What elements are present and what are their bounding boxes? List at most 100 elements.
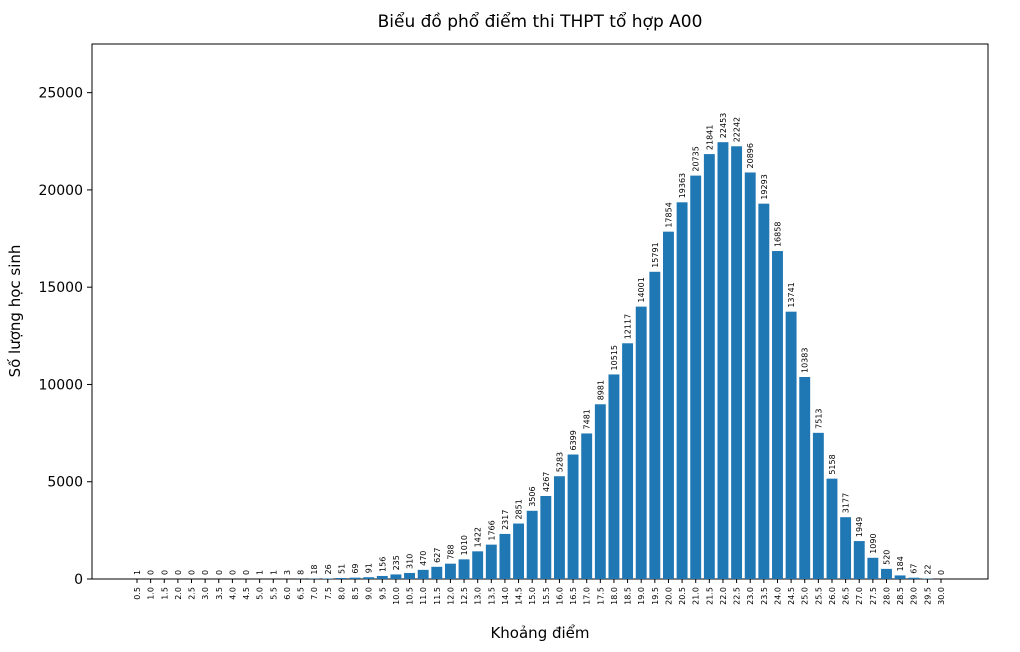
- bar: [444, 563, 456, 579]
- bar: [417, 569, 429, 579]
- x-tick-label: 14.0: [501, 587, 510, 605]
- value-label: 10383: [801, 348, 810, 373]
- x-tick-label: 20.0: [664, 587, 673, 605]
- x-tick-label: 3.5: [215, 587, 224, 600]
- x-tick-label: 22.0: [719, 587, 728, 605]
- x-tick-label: 25.0: [801, 587, 810, 605]
- value-label: 22453: [719, 113, 728, 138]
- x-tick-label: 23.0: [746, 587, 755, 605]
- x-tick-label: 26.0: [828, 587, 837, 605]
- value-label: 3177: [842, 493, 851, 513]
- value-label: 0: [201, 570, 210, 575]
- bar: [485, 544, 497, 579]
- x-tick-label: 24.0: [773, 587, 782, 605]
- value-label: 0: [937, 570, 946, 575]
- x-axis-label: Khoảng điểm: [490, 624, 589, 642]
- y-tick-label: 15000: [38, 280, 83, 296]
- value-label: 4267: [542, 472, 551, 492]
- x-tick-label: 29.5: [923, 587, 932, 605]
- value-label: 2317: [501, 510, 510, 530]
- bar: [703, 154, 715, 580]
- x-tick-label: 20.5: [678, 587, 687, 605]
- bar: [717, 142, 729, 580]
- x-tick-label: 8.5: [351, 587, 360, 600]
- x-tick-label: 22.5: [733, 587, 742, 605]
- value-label: 1949: [855, 517, 864, 537]
- x-tick-label: 9.5: [378, 587, 387, 600]
- value-label: 51: [337, 564, 346, 574]
- value-label: 22242: [733, 117, 742, 142]
- x-tick-label: 28.5: [896, 587, 905, 605]
- bar: [731, 146, 743, 580]
- x-tick-label: 5.0: [256, 587, 265, 600]
- x-tick-label: 23.5: [760, 587, 769, 605]
- value-label: 470: [419, 551, 428, 566]
- x-tick-label: 3.0: [201, 587, 210, 600]
- bar: [894, 575, 906, 579]
- value-label: 1010: [460, 535, 469, 555]
- x-tick-label: 5.5: [269, 587, 278, 600]
- value-label: 0: [242, 570, 251, 575]
- bar: [513, 523, 525, 579]
- value-label: 5283: [555, 452, 564, 472]
- bar: [390, 574, 402, 579]
- bar: [758, 203, 770, 579]
- x-tick-label: 15.0: [528, 587, 537, 605]
- x-tick-label: 25.5: [814, 587, 823, 605]
- value-label: 67: [910, 564, 919, 574]
- x-tick-label: 1.5: [160, 587, 169, 600]
- y-tick-label: 0: [74, 572, 83, 588]
- value-label: 15791: [651, 242, 660, 267]
- bar: [458, 559, 470, 579]
- value-label: 26: [324, 564, 333, 574]
- y-tick-label: 5000: [47, 475, 83, 491]
- value-label: 16858: [773, 222, 782, 247]
- value-label: 18: [310, 564, 319, 574]
- bar: [335, 578, 347, 579]
- x-tick-label: 4.5: [242, 587, 251, 600]
- x-tick-label: 30.0: [937, 587, 946, 605]
- bar: [676, 202, 688, 579]
- value-label: 1422: [474, 527, 483, 547]
- x-tick-label: 18.0: [610, 587, 619, 605]
- x-tick-label: 7.0: [310, 587, 319, 600]
- value-label: 0: [147, 570, 156, 575]
- value-label: 2851: [515, 499, 524, 519]
- value-label: 7481: [583, 409, 592, 429]
- bar: [812, 432, 824, 579]
- value-label: 91: [365, 563, 374, 573]
- x-tick-label: 24.5: [787, 587, 796, 605]
- bar: [772, 251, 783, 579]
- chart-title: Biểu đồ phổ điểm thi THPT tổ hợp A00: [378, 11, 703, 32]
- value-label: 8: [297, 570, 306, 575]
- bar: [349, 577, 361, 579]
- value-label: 1: [269, 570, 278, 575]
- y-axis-label: Số lượng học sinh: [6, 245, 24, 378]
- value-label: 0: [228, 570, 237, 575]
- x-tick-label: 11.0: [419, 587, 428, 605]
- bar: [363, 577, 375, 579]
- value-label: 21841: [705, 125, 714, 150]
- x-tick-label: 10.0: [392, 587, 401, 605]
- value-label: 69: [351, 563, 360, 573]
- value-label: 8981: [596, 380, 605, 400]
- x-tick-label: 16.0: [555, 587, 564, 605]
- value-label: 17854: [664, 202, 673, 227]
- value-label: 1: [256, 570, 265, 575]
- value-label: 520: [882, 550, 891, 565]
- value-label: 0: [160, 570, 169, 575]
- x-tick-label: 27.0: [855, 587, 864, 605]
- bar: [881, 568, 892, 579]
- x-tick-label: 6.0: [283, 587, 292, 600]
- value-label: 0: [174, 570, 183, 575]
- x-tick-label: 29.0: [910, 587, 919, 605]
- bar: [553, 476, 565, 579]
- x-tick-label: 2.0: [174, 587, 183, 600]
- x-tick-label: 1.0: [147, 587, 156, 600]
- bar: [635, 306, 647, 579]
- value-label: 10515: [610, 345, 619, 370]
- value-label: 20735: [692, 146, 701, 171]
- value-label: 310: [406, 554, 415, 569]
- x-tick-label: 8.0: [337, 587, 346, 600]
- value-label: 0: [215, 570, 224, 575]
